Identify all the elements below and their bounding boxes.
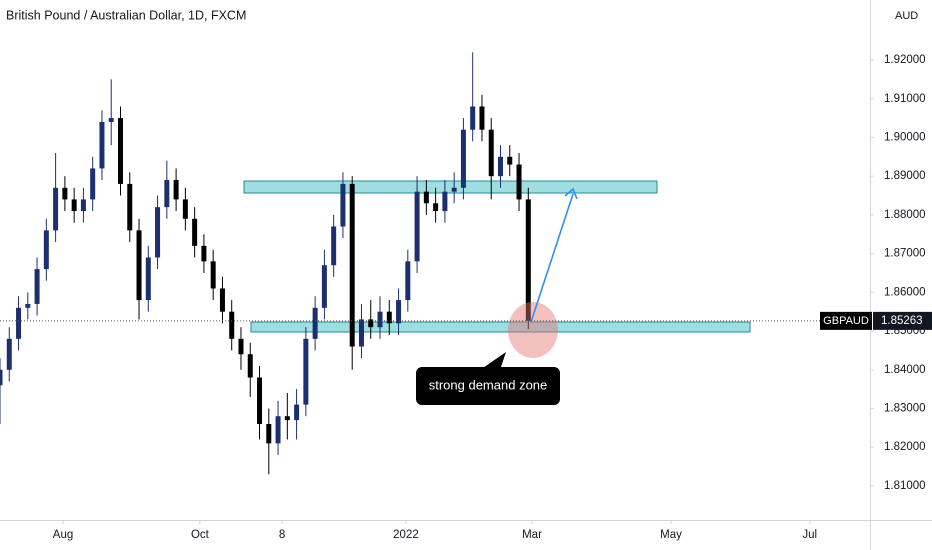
x-tick-label: Jul bbox=[802, 529, 817, 541]
symbol-label: GBPAUD bbox=[823, 315, 869, 327]
chart-title: British Pound / Australian Dollar, 1D, F… bbox=[6, 8, 246, 22]
candle-body bbox=[377, 311, 383, 328]
candle-body bbox=[164, 180, 170, 208]
candle-body bbox=[368, 319, 374, 328]
candle-body bbox=[525, 199, 531, 321]
arrow-head bbox=[564, 187, 578, 200]
symbol-box bbox=[820, 311, 872, 330]
candle-body bbox=[117, 118, 123, 184]
x-tick-label: Mar bbox=[522, 529, 542, 541]
candle-body bbox=[108, 118, 114, 122]
candle-body bbox=[275, 416, 281, 444]
candle-body bbox=[34, 269, 40, 304]
y-tick-label: 1.91000 bbox=[884, 93, 926, 105]
candle-body bbox=[155, 207, 161, 258]
candle-body bbox=[219, 288, 225, 312]
candle-body bbox=[90, 168, 96, 200]
candle-body bbox=[266, 423, 272, 444]
candle-body bbox=[507, 156, 513, 165]
candles bbox=[0, 52, 531, 475]
candle-body bbox=[0, 369, 3, 386]
last-price-label: 1.85263 bbox=[881, 315, 923, 327]
candle-body bbox=[127, 183, 133, 231]
y-tick-label: 1.87000 bbox=[884, 248, 926, 260]
y-tick-label: 1.84000 bbox=[884, 364, 926, 376]
candle-body bbox=[497, 156, 503, 177]
candle-body bbox=[442, 191, 448, 212]
candle-body bbox=[257, 377, 263, 424]
y-tick-label: 1.83000 bbox=[884, 403, 926, 415]
candle-body bbox=[62, 187, 68, 200]
y-tick-label: 1.82000 bbox=[884, 441, 926, 453]
candle-body bbox=[488, 129, 494, 177]
y-tick-label: 1.81000 bbox=[884, 480, 926, 492]
x-tick-label: Oct bbox=[191, 529, 210, 541]
y-tick-label: 1.90000 bbox=[884, 131, 926, 143]
candle-body bbox=[80, 199, 86, 212]
x-tick-label: 2022 bbox=[393, 529, 419, 541]
candle-body bbox=[25, 303, 31, 308]
x-tick-label: 8 bbox=[279, 529, 285, 541]
demand-zone bbox=[250, 321, 751, 333]
candle-body bbox=[340, 183, 346, 227]
candle-body bbox=[321, 265, 327, 308]
candle-body bbox=[229, 311, 235, 339]
candle-body bbox=[516, 164, 522, 200]
candle-body bbox=[460, 129, 466, 188]
currency-label: AUD bbox=[895, 10, 918, 22]
y-tick-label: 1.88000 bbox=[884, 209, 926, 221]
x-tick-label: Aug bbox=[53, 529, 73, 541]
candle-body bbox=[238, 338, 244, 355]
last-price-box bbox=[873, 311, 932, 330]
candle-body bbox=[331, 226, 337, 266]
candle-body bbox=[201, 245, 207, 262]
candle-body bbox=[479, 106, 485, 130]
candle-body bbox=[423, 191, 429, 204]
candle-body bbox=[312, 307, 318, 339]
candle-body bbox=[414, 191, 420, 262]
highlight-ellipse bbox=[508, 302, 558, 358]
candle-body bbox=[349, 183, 355, 347]
candle-body bbox=[470, 106, 476, 130]
candle-body bbox=[43, 230, 49, 270]
candle-body bbox=[358, 319, 364, 347]
candle-body bbox=[433, 203, 439, 212]
y-tick-label: 1.86000 bbox=[884, 286, 926, 298]
candle-body bbox=[396, 300, 402, 324]
y-tick-label: 1.92000 bbox=[884, 54, 926, 66]
candle-body bbox=[6, 338, 12, 370]
candle-body bbox=[405, 261, 411, 301]
candle-body bbox=[386, 311, 392, 324]
candle-body bbox=[294, 404, 300, 421]
candle-body bbox=[247, 354, 253, 378]
candle-body bbox=[451, 187, 457, 192]
candle-body bbox=[303, 338, 309, 405]
annotation: strong demand zone bbox=[429, 377, 548, 392]
candle-body bbox=[210, 261, 216, 289]
candle-body bbox=[182, 199, 188, 219]
y-tick-label: 1.89000 bbox=[884, 170, 926, 182]
candle-body bbox=[99, 121, 105, 169]
candle-body bbox=[53, 187, 59, 231]
callout-box bbox=[416, 367, 560, 405]
candle-body bbox=[284, 416, 290, 421]
candle-body bbox=[71, 199, 77, 212]
x-tick-label: May bbox=[660, 529, 682, 541]
candle-body bbox=[192, 218, 198, 246]
candle-body bbox=[173, 180, 179, 200]
supply-zone bbox=[243, 180, 658, 194]
candle-body bbox=[145, 257, 151, 301]
candle-body bbox=[16, 307, 22, 339]
projection-arrow bbox=[530, 193, 574, 323]
candle-body bbox=[136, 230, 142, 301]
callout-pointer bbox=[480, 352, 506, 370]
